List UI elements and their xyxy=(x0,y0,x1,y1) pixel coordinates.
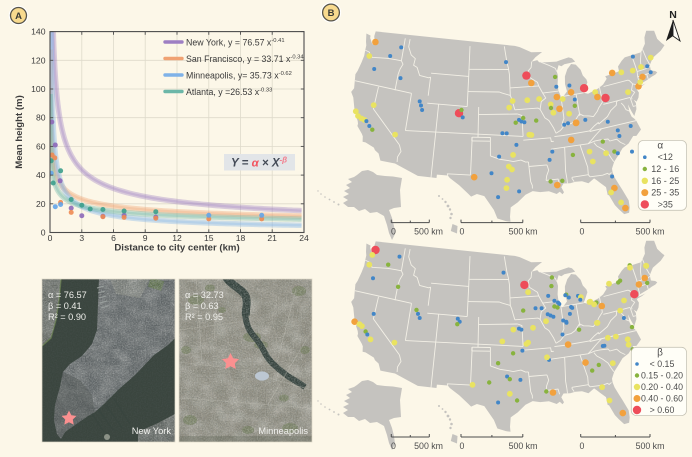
svg-text:< 0.15: < 0.15 xyxy=(650,359,675,369)
svg-text:0.15 - 0.20: 0.15 - 0.20 xyxy=(641,371,683,381)
svg-text:24: 24 xyxy=(299,233,309,243)
svg-text:16 - 25: 16 - 25 xyxy=(651,176,679,186)
svg-text:120: 120 xyxy=(31,55,46,65)
svg-text:0.40 - 0.60: 0.40 - 0.60 xyxy=(641,394,683,404)
svg-text:21: 21 xyxy=(267,233,277,243)
svg-text:0: 0 xyxy=(48,233,53,243)
svg-text:500 km: 500 km xyxy=(414,227,443,237)
svg-text:Minneapolis: Minneapolis xyxy=(258,426,308,436)
svg-text:6: 6 xyxy=(111,233,116,243)
svg-text:500 km: 500 km xyxy=(636,227,665,237)
svg-text:40: 40 xyxy=(36,170,46,180)
svg-text:0: 0 xyxy=(580,227,585,237)
svg-text:80: 80 xyxy=(36,113,46,123)
svg-text:500 km: 500 km xyxy=(509,227,538,237)
svg-text:β = 0.41: β = 0.41 xyxy=(48,301,82,311)
svg-text:0.20 - 0.40: 0.20 - 0.40 xyxy=(641,382,683,392)
svg-text:> 0.60: > 0.60 xyxy=(650,405,675,415)
svg-text:New York: New York xyxy=(132,426,172,436)
svg-text:100: 100 xyxy=(31,84,46,94)
svg-text:α = 76.57: α = 76.57 xyxy=(48,290,87,300)
svg-text:12: 12 xyxy=(172,233,182,243)
svg-text:Y = α × X-β: Y = α × X-β xyxy=(231,156,287,170)
svg-text:Distance to city center (km): Distance to city center (km) xyxy=(114,243,239,254)
svg-text:San Francisco, y = 33.71 x-0.3: San Francisco, y = 33.71 x-0.34 xyxy=(186,54,304,64)
svg-text:B: B xyxy=(328,8,335,19)
svg-text:3: 3 xyxy=(79,233,84,243)
svg-text:500 km: 500 km xyxy=(509,441,538,451)
svg-text:500 km: 500 km xyxy=(636,441,665,451)
svg-text:α: α xyxy=(657,141,663,152)
svg-text:0: 0 xyxy=(391,441,396,451)
svg-text:15: 15 xyxy=(204,233,214,243)
svg-text:Minneapolis, y= 35.73 x-0.62: Minneapolis, y= 35.73 x-0.62 xyxy=(186,70,292,80)
svg-text:18: 18 xyxy=(236,233,246,243)
svg-text:Atlanta, y =26.53 x-0.33: Atlanta, y =26.53 x-0.33 xyxy=(186,87,272,97)
svg-text:β: β xyxy=(657,347,663,358)
svg-text:20: 20 xyxy=(36,199,46,209)
svg-text:0: 0 xyxy=(460,227,465,237)
svg-text:A: A xyxy=(15,11,22,22)
svg-text:0: 0 xyxy=(391,227,396,237)
svg-text:60: 60 xyxy=(36,141,46,151)
svg-text:140: 140 xyxy=(31,27,46,37)
svg-text:R² = 0.95: R² = 0.95 xyxy=(185,312,223,322)
svg-text:0: 0 xyxy=(580,441,585,451)
svg-text:<12: <12 xyxy=(658,152,673,162)
svg-text:0: 0 xyxy=(460,441,465,451)
svg-text:9: 9 xyxy=(143,233,148,243)
svg-text:500 km: 500 km xyxy=(414,441,443,451)
svg-text:12 - 16: 12 - 16 xyxy=(651,164,679,174)
svg-text:α = 32.73: α = 32.73 xyxy=(185,290,224,300)
svg-text:0: 0 xyxy=(41,228,46,238)
svg-text:>35: >35 xyxy=(658,199,673,209)
svg-text:N: N xyxy=(669,9,677,21)
svg-text:Mean height (m): Mean height (m) xyxy=(14,95,25,169)
svg-text:R² = 0.90: R² = 0.90 xyxy=(48,312,86,322)
svg-text:25 - 35: 25 - 35 xyxy=(651,188,679,198)
svg-text:β = 0.63: β = 0.63 xyxy=(185,301,219,311)
svg-text:New York, y = 76.57 x-0.41: New York, y = 76.57 x-0.41 xyxy=(186,37,285,47)
